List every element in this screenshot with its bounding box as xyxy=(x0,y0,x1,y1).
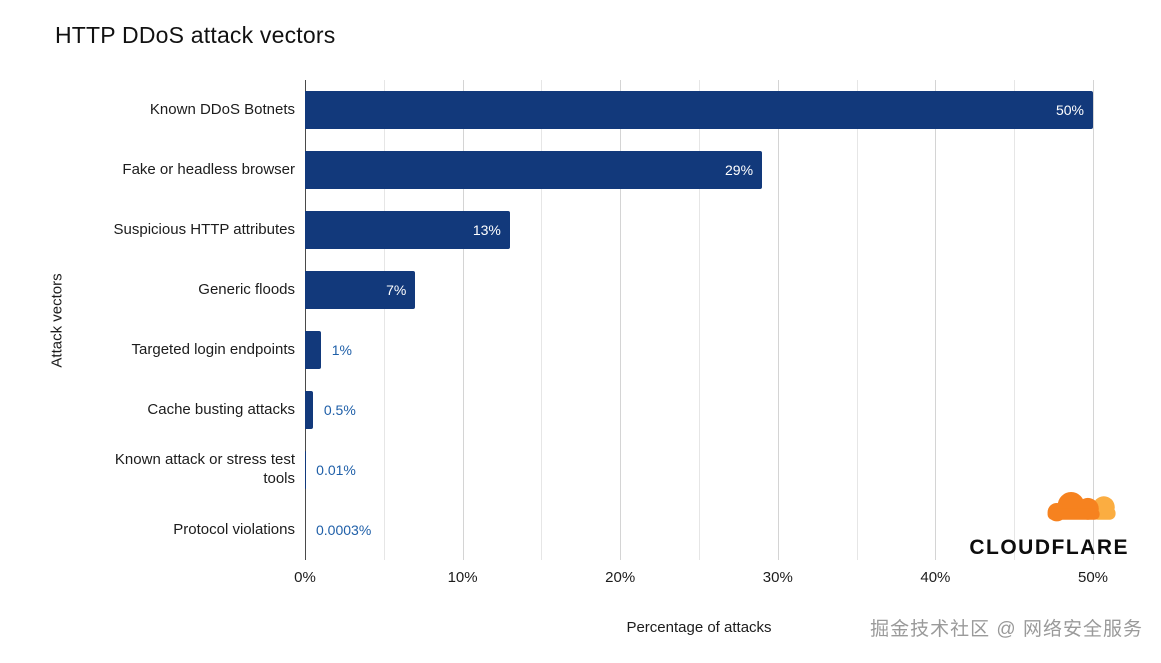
gridline xyxy=(541,80,543,560)
category-label: Known attack or stress test tools xyxy=(114,451,295,487)
bar-track: 50% xyxy=(305,80,1093,140)
cloudflare-cloud-icon xyxy=(1047,492,1116,522)
bar-track: 1% xyxy=(305,320,1093,380)
gridline xyxy=(777,80,779,560)
x-tick-label: 0% xyxy=(294,569,316,586)
value-label: 7% xyxy=(386,282,407,298)
value-label: 50% xyxy=(1055,102,1084,118)
gridline xyxy=(856,80,858,560)
watermark: 掘金技术社区 @ 网络安全服务 xyxy=(870,619,1143,640)
chart-row: Suspicious HTTP attributes 13% xyxy=(40,200,1093,260)
bar xyxy=(305,391,313,429)
chart-row: Cache busting attacks 0.5% xyxy=(40,380,1093,440)
value-label: 0.0003% xyxy=(316,522,372,538)
category-label: Targeted login endpoints xyxy=(131,340,295,358)
bar: 50% xyxy=(305,91,1093,129)
bar xyxy=(305,331,321,369)
plot-area: 0% 10% 20% 30% 40% 50% xyxy=(294,80,1108,586)
gridline xyxy=(1093,80,1094,560)
x-tick-label: 30% xyxy=(762,569,793,586)
value-label: 13% xyxy=(472,222,501,238)
x-axis-ticks: 0% 10% 20% 30% 40% 50% xyxy=(294,560,1108,586)
bar-track: 7% xyxy=(305,260,1093,320)
category-label: Known DDoS Botnets xyxy=(149,100,295,118)
bar-track: 0.0003% xyxy=(305,500,1093,560)
category-label: Fake or headless browser xyxy=(122,160,295,178)
gridline xyxy=(383,80,385,560)
chart-row: Fake or headless browser 29% xyxy=(40,140,1093,200)
bar-track: 0.01% xyxy=(305,440,1093,500)
value-label: 29% xyxy=(725,162,754,178)
gridline xyxy=(620,80,622,560)
chart-row: Known attack or stress test tools 0.01% xyxy=(40,440,1093,500)
bar-chart: 0% 10% 20% 30% 40% 50% Known DDoS Botnets 50% F… xyxy=(40,80,1108,586)
value-label: 0.5% xyxy=(323,402,356,418)
gridline xyxy=(699,80,700,560)
category-label: Suspicious HTTP attributes xyxy=(113,220,295,238)
chart-rows: Known DDoS Botnets 50% Fake or headless br… xyxy=(40,80,1093,560)
value-label: 1% xyxy=(331,342,352,358)
x-tick-label: 40% xyxy=(920,569,951,586)
gridline xyxy=(935,80,937,560)
bar: 13% xyxy=(305,211,510,249)
cloudflare-wordmark: CLOUDFLARE xyxy=(969,536,1129,559)
chart-row: Known DDoS Botnets 50% xyxy=(40,80,1093,140)
chart-row: Generic floods 7% xyxy=(40,260,1093,320)
bar: 7% xyxy=(305,271,416,309)
x-tick-label: 20% xyxy=(605,569,636,586)
y-axis-line xyxy=(305,80,306,560)
value-label: 0.01% xyxy=(316,462,356,478)
bar: 29% xyxy=(305,151,763,189)
gridline xyxy=(462,80,464,560)
x-axis-title: Percentage of attacks xyxy=(626,619,772,636)
gridline xyxy=(1014,80,1016,560)
chart-title: HTTP DDoS attack vectors xyxy=(55,22,336,48)
x-tick-label: 10% xyxy=(447,569,478,586)
bar-track: 29% xyxy=(305,140,1093,200)
category-label: Generic floods xyxy=(198,280,295,298)
category-label: Cache busting attacks xyxy=(147,400,295,418)
chart-row: Targeted login endpoints 1% xyxy=(40,320,1093,380)
x-tick-label: 50% xyxy=(1077,569,1109,586)
cloudflare-logo: CLOUDFLARE xyxy=(969,487,1129,560)
bar-track: 0.5% xyxy=(305,380,1093,440)
bar-track: 13% xyxy=(305,200,1093,260)
category-label: Protocol violations xyxy=(173,520,295,538)
chart-row: Protocol violations 0.0003% xyxy=(40,500,1093,560)
